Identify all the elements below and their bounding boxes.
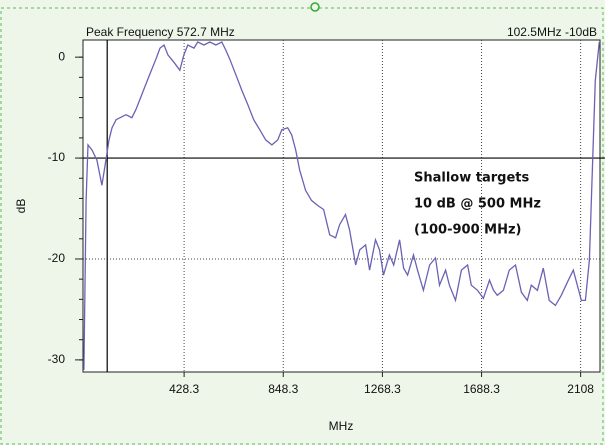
x-tick-label: 2108: [567, 382, 594, 396]
x-axis-label: MHz: [329, 419, 354, 433]
x-tick-label: 1268.3: [364, 382, 401, 396]
header-left: Peak Frequency 572.7 MHz: [86, 25, 235, 39]
y-axis-label: dB: [14, 199, 28, 214]
y-tick-label: -20: [48, 251, 66, 265]
plot-area: [82, 39, 601, 373]
x-tick-label: 428.3: [169, 382, 199, 396]
annotation: 10 dB @ 500 MHz: [414, 197, 541, 212]
x-tick-label: 1688.3: [463, 382, 500, 396]
y-tick-label: -30: [48, 352, 66, 366]
header-right: 102.5MHz -10dB: [507, 25, 597, 39]
y-tick-label: 0: [58, 49, 65, 63]
series-line: [83, 41, 600, 371]
handle: [310, 2, 320, 12]
x-tick-label: 848.3: [268, 382, 298, 396]
annotation: (100-900 MHz): [414, 223, 521, 238]
annotation: Shallow targets: [414, 171, 530, 186]
y-tick-label: -10: [48, 150, 66, 164]
